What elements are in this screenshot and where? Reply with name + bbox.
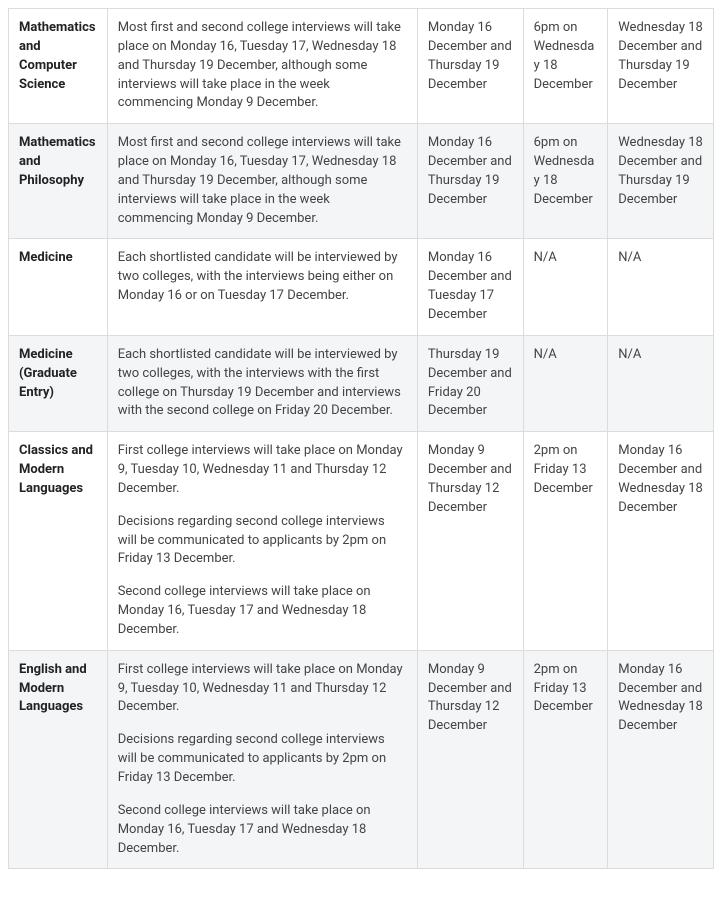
dates-cell: Monday 16 December and Thursday 19 Decem… xyxy=(417,124,523,239)
description-cell: First college interviews will take place… xyxy=(107,432,417,651)
subject-cell: Mathematics and Computer Science xyxy=(9,9,108,124)
description-paragraph: First college interviews will take place… xyxy=(118,661,407,718)
description-paragraph: Each shortlisted candidate will be inter… xyxy=(118,346,407,421)
second-dates-cell: N/A xyxy=(608,335,714,431)
second-dates-cell: N/A xyxy=(608,239,714,335)
table-row: MedicineEach shortlisted candidate will … xyxy=(9,239,714,335)
description-paragraph: Second college interviews will take plac… xyxy=(118,583,407,640)
subject-cell: Medicine (Graduate Entry) xyxy=(9,335,108,431)
description-cell: Most first and second college interviews… xyxy=(107,124,417,239)
decision-cell: N/A xyxy=(523,239,608,335)
description-paragraph: First college interviews will take place… xyxy=(118,442,407,499)
description-cell: Each shortlisted candidate will be inter… xyxy=(107,239,417,335)
decision-cell: 2pm on Friday 13 December xyxy=(523,650,608,869)
description-paragraph: Most first and second college interviews… xyxy=(118,19,407,113)
table-row: Medicine (Graduate Entry)Each shortliste… xyxy=(9,335,714,431)
dates-cell: Thursday 19 December and Friday 20 Decem… xyxy=(417,335,523,431)
description-cell: Most first and second college interviews… xyxy=(107,9,417,124)
dates-cell: Monday 16 December and Tuesday 17 Decemb… xyxy=(417,239,523,335)
decision-cell: N/A xyxy=(523,335,608,431)
dates-cell: Monday 9 December and Thursday 12 Decemb… xyxy=(417,432,523,651)
description-cell: Each shortlisted candidate will be inter… xyxy=(107,335,417,431)
subject-cell: English and Modern Languages xyxy=(9,650,108,869)
description-paragraph: Second college interviews will take plac… xyxy=(118,802,407,859)
second-dates-cell: Monday 16 December and Wednesday 18 Dece… xyxy=(608,650,714,869)
table-row: English and Modern LanguagesFirst colleg… xyxy=(9,650,714,869)
description-paragraph: Decisions regarding second college inter… xyxy=(118,513,407,570)
subject-cell: Medicine xyxy=(9,239,108,335)
subject-cell: Mathematics and Philosophy xyxy=(9,124,108,239)
description-paragraph: Each shortlisted candidate will be inter… xyxy=(118,249,407,306)
description-paragraph: Decisions regarding second college inter… xyxy=(118,731,407,788)
decision-cell: 2pm on Friday 13 December xyxy=(523,432,608,651)
table-row: Mathematics and Computer ScienceMost fir… xyxy=(9,9,714,124)
interview-timetable-table: Mathematics and Computer ScienceMost fir… xyxy=(8,8,714,869)
second-dates-cell: Wednesday 18 December and Thursday 19 De… xyxy=(608,9,714,124)
table-row: Mathematics and PhilosophyMost first and… xyxy=(9,124,714,239)
table-row: Classics and Modern LanguagesFirst colle… xyxy=(9,432,714,651)
decision-cell: 6pm on Wednesday 18 December xyxy=(523,9,608,124)
second-dates-cell: Monday 16 December and Wednesday 18 Dece… xyxy=(608,432,714,651)
dates-cell: Monday 16 December and Thursday 19 Decem… xyxy=(417,9,523,124)
description-paragraph: Most first and second college interviews… xyxy=(118,134,407,228)
decision-cell: 6pm on Wednesday 18 December xyxy=(523,124,608,239)
second-dates-cell: Wednesday 18 December and Thursday 19 De… xyxy=(608,124,714,239)
table-body: Mathematics and Computer ScienceMost fir… xyxy=(9,9,714,869)
dates-cell: Monday 9 December and Thursday 12 Decemb… xyxy=(417,650,523,869)
subject-cell: Classics and Modern Languages xyxy=(9,432,108,651)
description-cell: First college interviews will take place… xyxy=(107,650,417,869)
